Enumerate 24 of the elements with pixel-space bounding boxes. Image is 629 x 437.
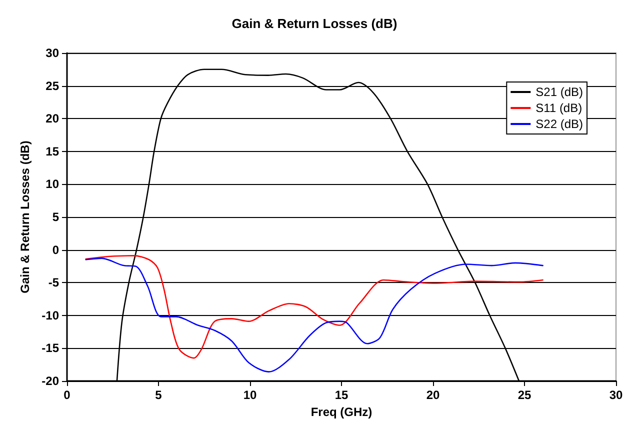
legend-label: S21 (dB) xyxy=(536,85,584,99)
y-tick-label: 20 xyxy=(46,112,60,126)
y-tick-label: -20 xyxy=(42,374,60,388)
chart-title: Gain & Return Losses (dB) xyxy=(232,16,398,31)
y-tick-label: -15 xyxy=(42,341,60,356)
y-tick-label: 15 xyxy=(46,144,60,158)
y-tick-label: -5 xyxy=(48,276,60,290)
x-tick-label: 10 xyxy=(243,388,257,402)
y-tick-label: 30 xyxy=(46,46,60,60)
y-tick-label: 0 xyxy=(52,242,60,257)
y-tick-label: 25 xyxy=(46,78,60,93)
x-tick-label: 15 xyxy=(334,388,348,402)
legend-label: S11 (dB) xyxy=(536,101,582,115)
x-tick-label: 30 xyxy=(609,388,623,402)
y-tick-label: 5 xyxy=(52,210,60,224)
x-tick-label: 25 xyxy=(518,388,532,402)
x-tick-label: 5 xyxy=(155,388,162,402)
x-axis-title: Freq (GHz) xyxy=(310,404,372,419)
x-tick-label: 0 xyxy=(64,388,71,402)
x-tick-label: 20 xyxy=(426,388,440,402)
y-tick-label: -10 xyxy=(42,308,60,322)
y-axis-title: Gain & Return Losses (dB) xyxy=(18,140,32,294)
legend-label: S22 (dB) xyxy=(536,117,584,131)
y-tick-label: 10 xyxy=(46,177,60,192)
